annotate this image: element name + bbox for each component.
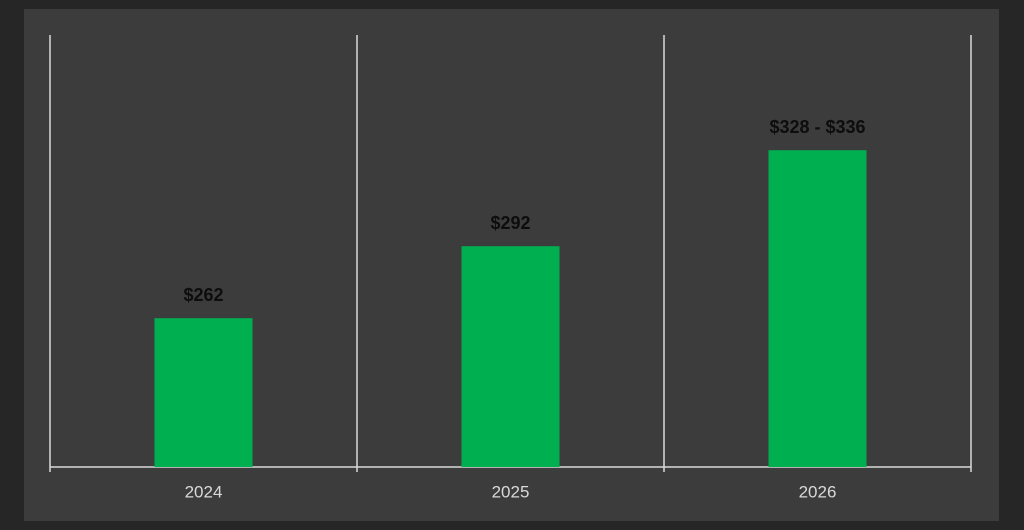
- value-label: $328 - $336: [769, 117, 865, 137]
- bar: [154, 318, 253, 467]
- value-label: $292: [490, 213, 530, 233]
- bar: [768, 150, 867, 467]
- bar: [461, 246, 560, 467]
- x-tick-label: 2026: [799, 482, 837, 501]
- x-tick-label: 2024: [185, 482, 223, 501]
- x-tick-label: 2025: [492, 482, 530, 501]
- value-label: $262: [183, 285, 223, 305]
